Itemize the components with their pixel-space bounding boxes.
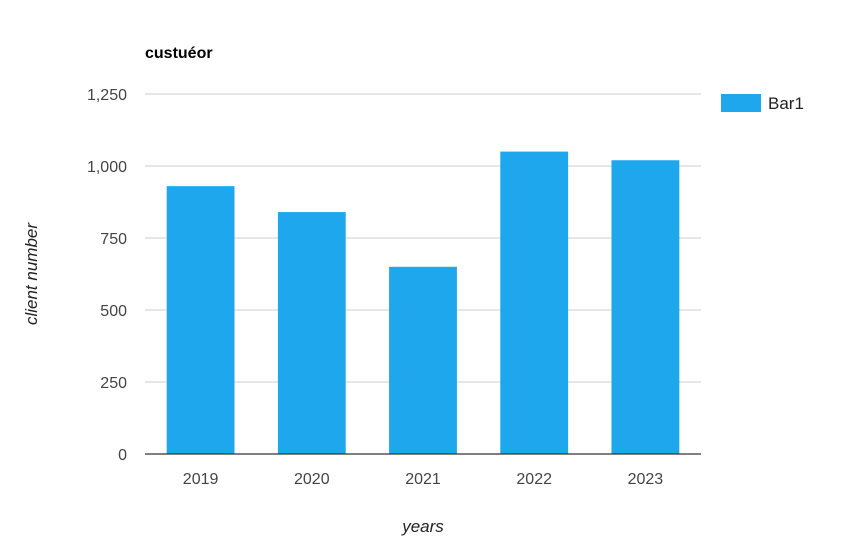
y-tick-label: 750	[100, 231, 127, 248]
y-tick-label: 1,250	[87, 87, 127, 104]
bar-2023[interactable]	[611, 160, 680, 455]
legend: Bar1	[721, 94, 804, 113]
x-tick-label: 2022	[516, 471, 552, 488]
gridlines	[145, 93, 701, 383]
legend-swatch-bar1	[721, 94, 761, 112]
y-axis-title: client number	[22, 222, 41, 325]
chart-title: custuéor	[145, 45, 213, 62]
bar-2019[interactable]	[166, 186, 235, 454]
x-axis-title: years	[401, 517, 444, 536]
x-tick-label: 2023	[628, 471, 664, 488]
y-tick-label: 1,000	[87, 159, 127, 176]
x-tick-label: 2020	[294, 471, 330, 488]
y-tick-label: 500	[100, 303, 127, 320]
bar-2021[interactable]	[389, 266, 457, 454]
x-tick-label: 2019	[183, 471, 219, 488]
y-tick-label: 0	[118, 447, 127, 464]
bars	[166, 151, 680, 455]
bar-2020[interactable]	[277, 212, 346, 454]
legend-label-bar1: Bar1	[768, 94, 804, 113]
x-axis-ticks: 2019 2020 2021 2022 2023	[183, 471, 663, 488]
y-axis-ticks: 0 250 500 750 1,000 1,250	[87, 87, 127, 464]
x-tick-label: 2021	[405, 471, 441, 488]
bar-2022[interactable]	[500, 151, 569, 454]
y-tick-label: 250	[100, 375, 127, 392]
